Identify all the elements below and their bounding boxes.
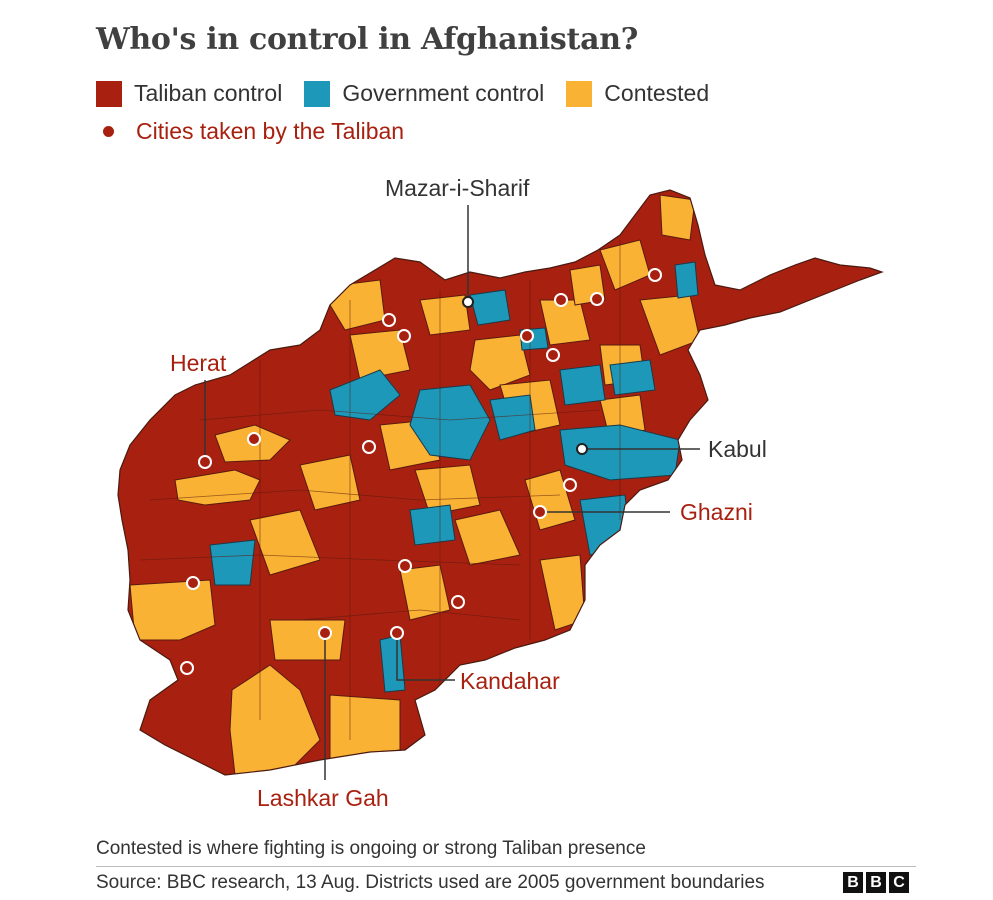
legend-cities: Cities taken by the Taliban (96, 118, 404, 145)
country-outline (117, 189, 884, 776)
label-kandahar: Kandahar (460, 668, 560, 694)
bbc-logo: B B C (843, 872, 909, 893)
label-kabul: Kabul (708, 436, 767, 462)
label-herat: Herat (170, 350, 227, 376)
leader-lines (204, 205, 700, 780)
city-marker-kabul (576, 443, 588, 455)
bbc-logo-letter: B (843, 872, 863, 893)
city-dot-icon (103, 126, 114, 137)
contested-swatch (566, 80, 593, 107)
city-marker (554, 293, 568, 307)
label-lashkar-gah: Lashkar Gah (257, 785, 389, 811)
city-marker (451, 595, 465, 609)
city-marker (590, 292, 604, 306)
district-regions (118, 190, 882, 775)
source-note: Source: BBC research, 13 Aug. Districts … (96, 872, 765, 893)
taliban-swatch (96, 80, 122, 107)
city-marker-mazar (462, 296, 474, 308)
legend-label-government: Government control (342, 80, 545, 106)
label-mazar-i-sharif: Mazar-i-Sharif (385, 175, 530, 201)
map-title: Who's in control in Afghanistan? (96, 22, 639, 57)
city-marker-lashkar-gah (318, 626, 332, 640)
city-marker (382, 313, 396, 327)
taliban-city-markers (180, 268, 662, 675)
city-marker (186, 576, 200, 590)
legend-label-contested: Contested (604, 80, 710, 106)
bbc-logo-letter: C (889, 872, 909, 893)
city-marker-kandahar (390, 626, 404, 640)
contested-areas (129, 194, 701, 775)
city-marker (648, 268, 662, 282)
city-marker (546, 348, 560, 362)
footnote: Contested is where fighting is ongoing o… (96, 838, 646, 859)
city-marker-herat (198, 455, 212, 469)
city-marker-ghazni (533, 505, 547, 519)
district-borders (139, 240, 621, 740)
legend-item-contested: Contested (566, 80, 709, 107)
legend-label-taliban: Taliban control (134, 80, 283, 106)
city-marker (563, 478, 577, 492)
city-marker (520, 329, 534, 343)
divider (96, 866, 916, 867)
city-marker (180, 661, 194, 675)
kandahar-leader (396, 633, 455, 681)
legend-item-government: Government control (304, 80, 544, 107)
city-marker (247, 432, 261, 446)
government-swatch (304, 80, 331, 107)
city-marker (398, 559, 412, 573)
city-marker (397, 329, 411, 343)
legend-item-taliban: Taliban control (96, 80, 282, 107)
legend: Taliban control Government control Conte… (96, 80, 731, 107)
city-marker (362, 440, 376, 454)
bbc-logo-letter: B (866, 872, 886, 893)
legend-label-cities: Cities taken by the Taliban (136, 118, 405, 144)
label-ghazni: Ghazni (680, 499, 753, 525)
